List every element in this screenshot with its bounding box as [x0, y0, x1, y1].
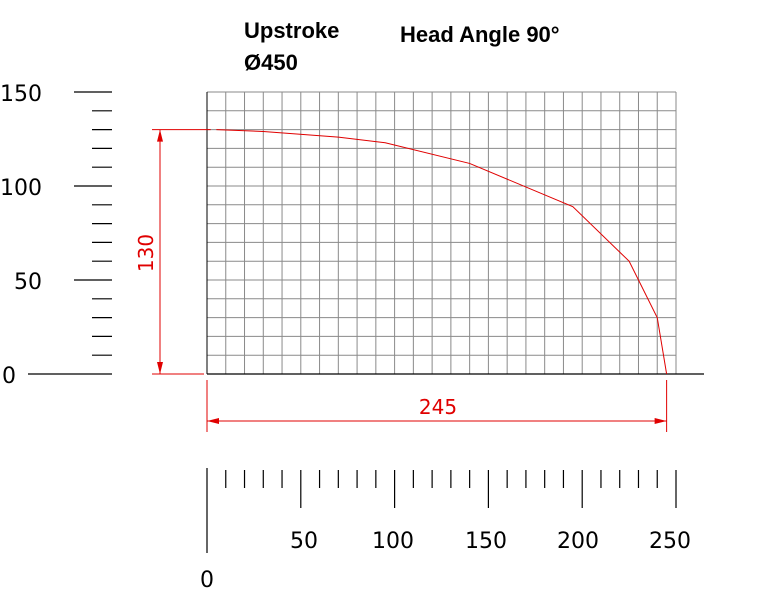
x-tick-label-100: 100 — [372, 529, 414, 554]
height-arrow-top — [157, 129, 163, 142]
x-axis-scale — [206, 468, 677, 553]
y-tick-label-0: 0 — [2, 364, 16, 389]
width-arrow-left — [207, 418, 219, 424]
y-tick-label-50: 50 — [14, 270, 42, 295]
width-dimension-label: 245 — [419, 395, 457, 419]
x-tick-label-150: 150 — [465, 529, 507, 554]
height-dimension-label: 130 — [134, 234, 158, 272]
chart-subtitle: Ø450 — [244, 50, 298, 75]
x-tick-label-0: 0 — [200, 568, 214, 593]
plot-grid — [206, 91, 704, 375]
y-tick-label-150: 150 — [0, 82, 42, 107]
y-tick-label-100: 100 — [0, 176, 42, 201]
chart-title: Upstroke — [244, 18, 339, 43]
y-axis-scale — [28, 91, 112, 375]
head-angle-annotation: Head Angle 90° — [400, 22, 560, 47]
x-tick-label-250: 250 — [649, 529, 691, 554]
performance-curve — [216, 129, 668, 375]
x-tick-label-200: 200 — [557, 529, 599, 554]
dimension-markers — [152, 129, 668, 432]
width-arrow-right — [654, 418, 667, 424]
height-arrow-bottom — [157, 362, 163, 374]
curve-line — [216, 129, 668, 375]
x-tick-label-50: 50 — [290, 529, 318, 554]
